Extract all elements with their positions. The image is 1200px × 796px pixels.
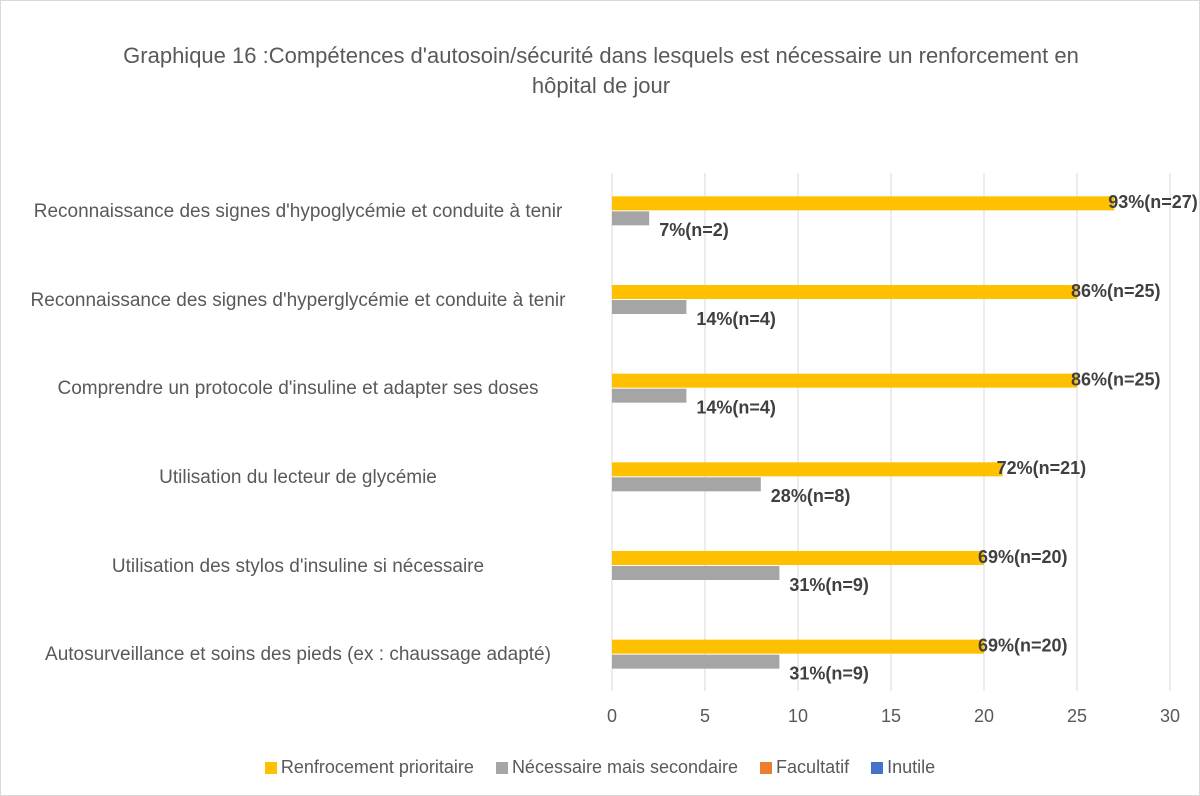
data-label: 86%(n=25) — [1071, 281, 1161, 301]
data-label: 69%(n=20) — [978, 635, 1068, 655]
legend-item: Inutile — [871, 757, 935, 778]
data-label: 7%(n=2) — [659, 220, 729, 240]
bar — [612, 654, 780, 669]
category-label: Comprendre un protocole d'insuline et ad… — [57, 378, 539, 400]
legend-label: Facultatif — [776, 757, 850, 777]
bar — [612, 373, 1077, 388]
legend-item: Nécessaire mais secondaire — [495, 757, 739, 778]
legend-label: Nécessaire mais secondaire — [511, 757, 739, 777]
data-label: 86%(n=25) — [1071, 369, 1161, 389]
bar — [612, 285, 1077, 299]
legend-swatch — [760, 761, 773, 774]
bar — [612, 388, 687, 403]
x-tick-label: 20 — [974, 706, 994, 726]
legend: Renfrocement prioritaire Nécessaire mais … — [1, 757, 1199, 778]
x-tick-label: 25 — [1067, 706, 1087, 726]
legend-label: Renfrocement prioritaire — [280, 757, 474, 777]
bar — [612, 211, 650, 226]
category-label: Reconnaissance des signes d'hyperglycémi… — [30, 289, 566, 311]
category-label: Autosurveillance et soins des pieds (ex … — [45, 644, 551, 666]
bar — [612, 639, 984, 654]
bar — [612, 477, 761, 492]
data-label: 72%(n=21) — [997, 458, 1087, 478]
data-label: 31%(n=9) — [789, 663, 869, 683]
data-label: 93%(n=27) — [1108, 192, 1198, 212]
x-tick-label: 0 — [607, 706, 617, 726]
bar — [612, 300, 687, 314]
legend-swatch — [871, 761, 884, 774]
legend-item: Facultatif — [760, 757, 849, 778]
category-label: Utilisation des stylos d'insuline si néc… — [111, 555, 485, 577]
legend-swatch — [495, 761, 508, 774]
data-label: 31%(n=9) — [789, 575, 869, 595]
chart-title: Graphique 16 :Compétences d'autosoin/séc… — [123, 43, 1079, 98]
x-tick-label: 30 — [1160, 706, 1180, 726]
bar — [612, 551, 984, 565]
bar — [612, 566, 780, 580]
category-label: Utilisation du lecteur de glycémie — [159, 466, 437, 488]
data-label: 69%(n=20) — [978, 547, 1068, 567]
data-label: 28%(n=8) — [771, 486, 851, 506]
x-tick-label: 10 — [788, 706, 808, 726]
category-label: Reconnaissance des signes d'hypoglycémie… — [33, 200, 563, 222]
legend-label: Inutile — [887, 757, 936, 777]
x-tick-label: 15 — [881, 706, 901, 726]
data-label: 14%(n=4) — [696, 309, 776, 329]
data-label: 14%(n=4) — [696, 397, 776, 417]
legend-item: Renfrocement prioritaire — [264, 757, 474, 778]
bar — [612, 462, 1003, 477]
bar — [612, 196, 1115, 211]
x-tick-label: 5 — [700, 706, 710, 726]
legend-swatch — [264, 761, 277, 774]
